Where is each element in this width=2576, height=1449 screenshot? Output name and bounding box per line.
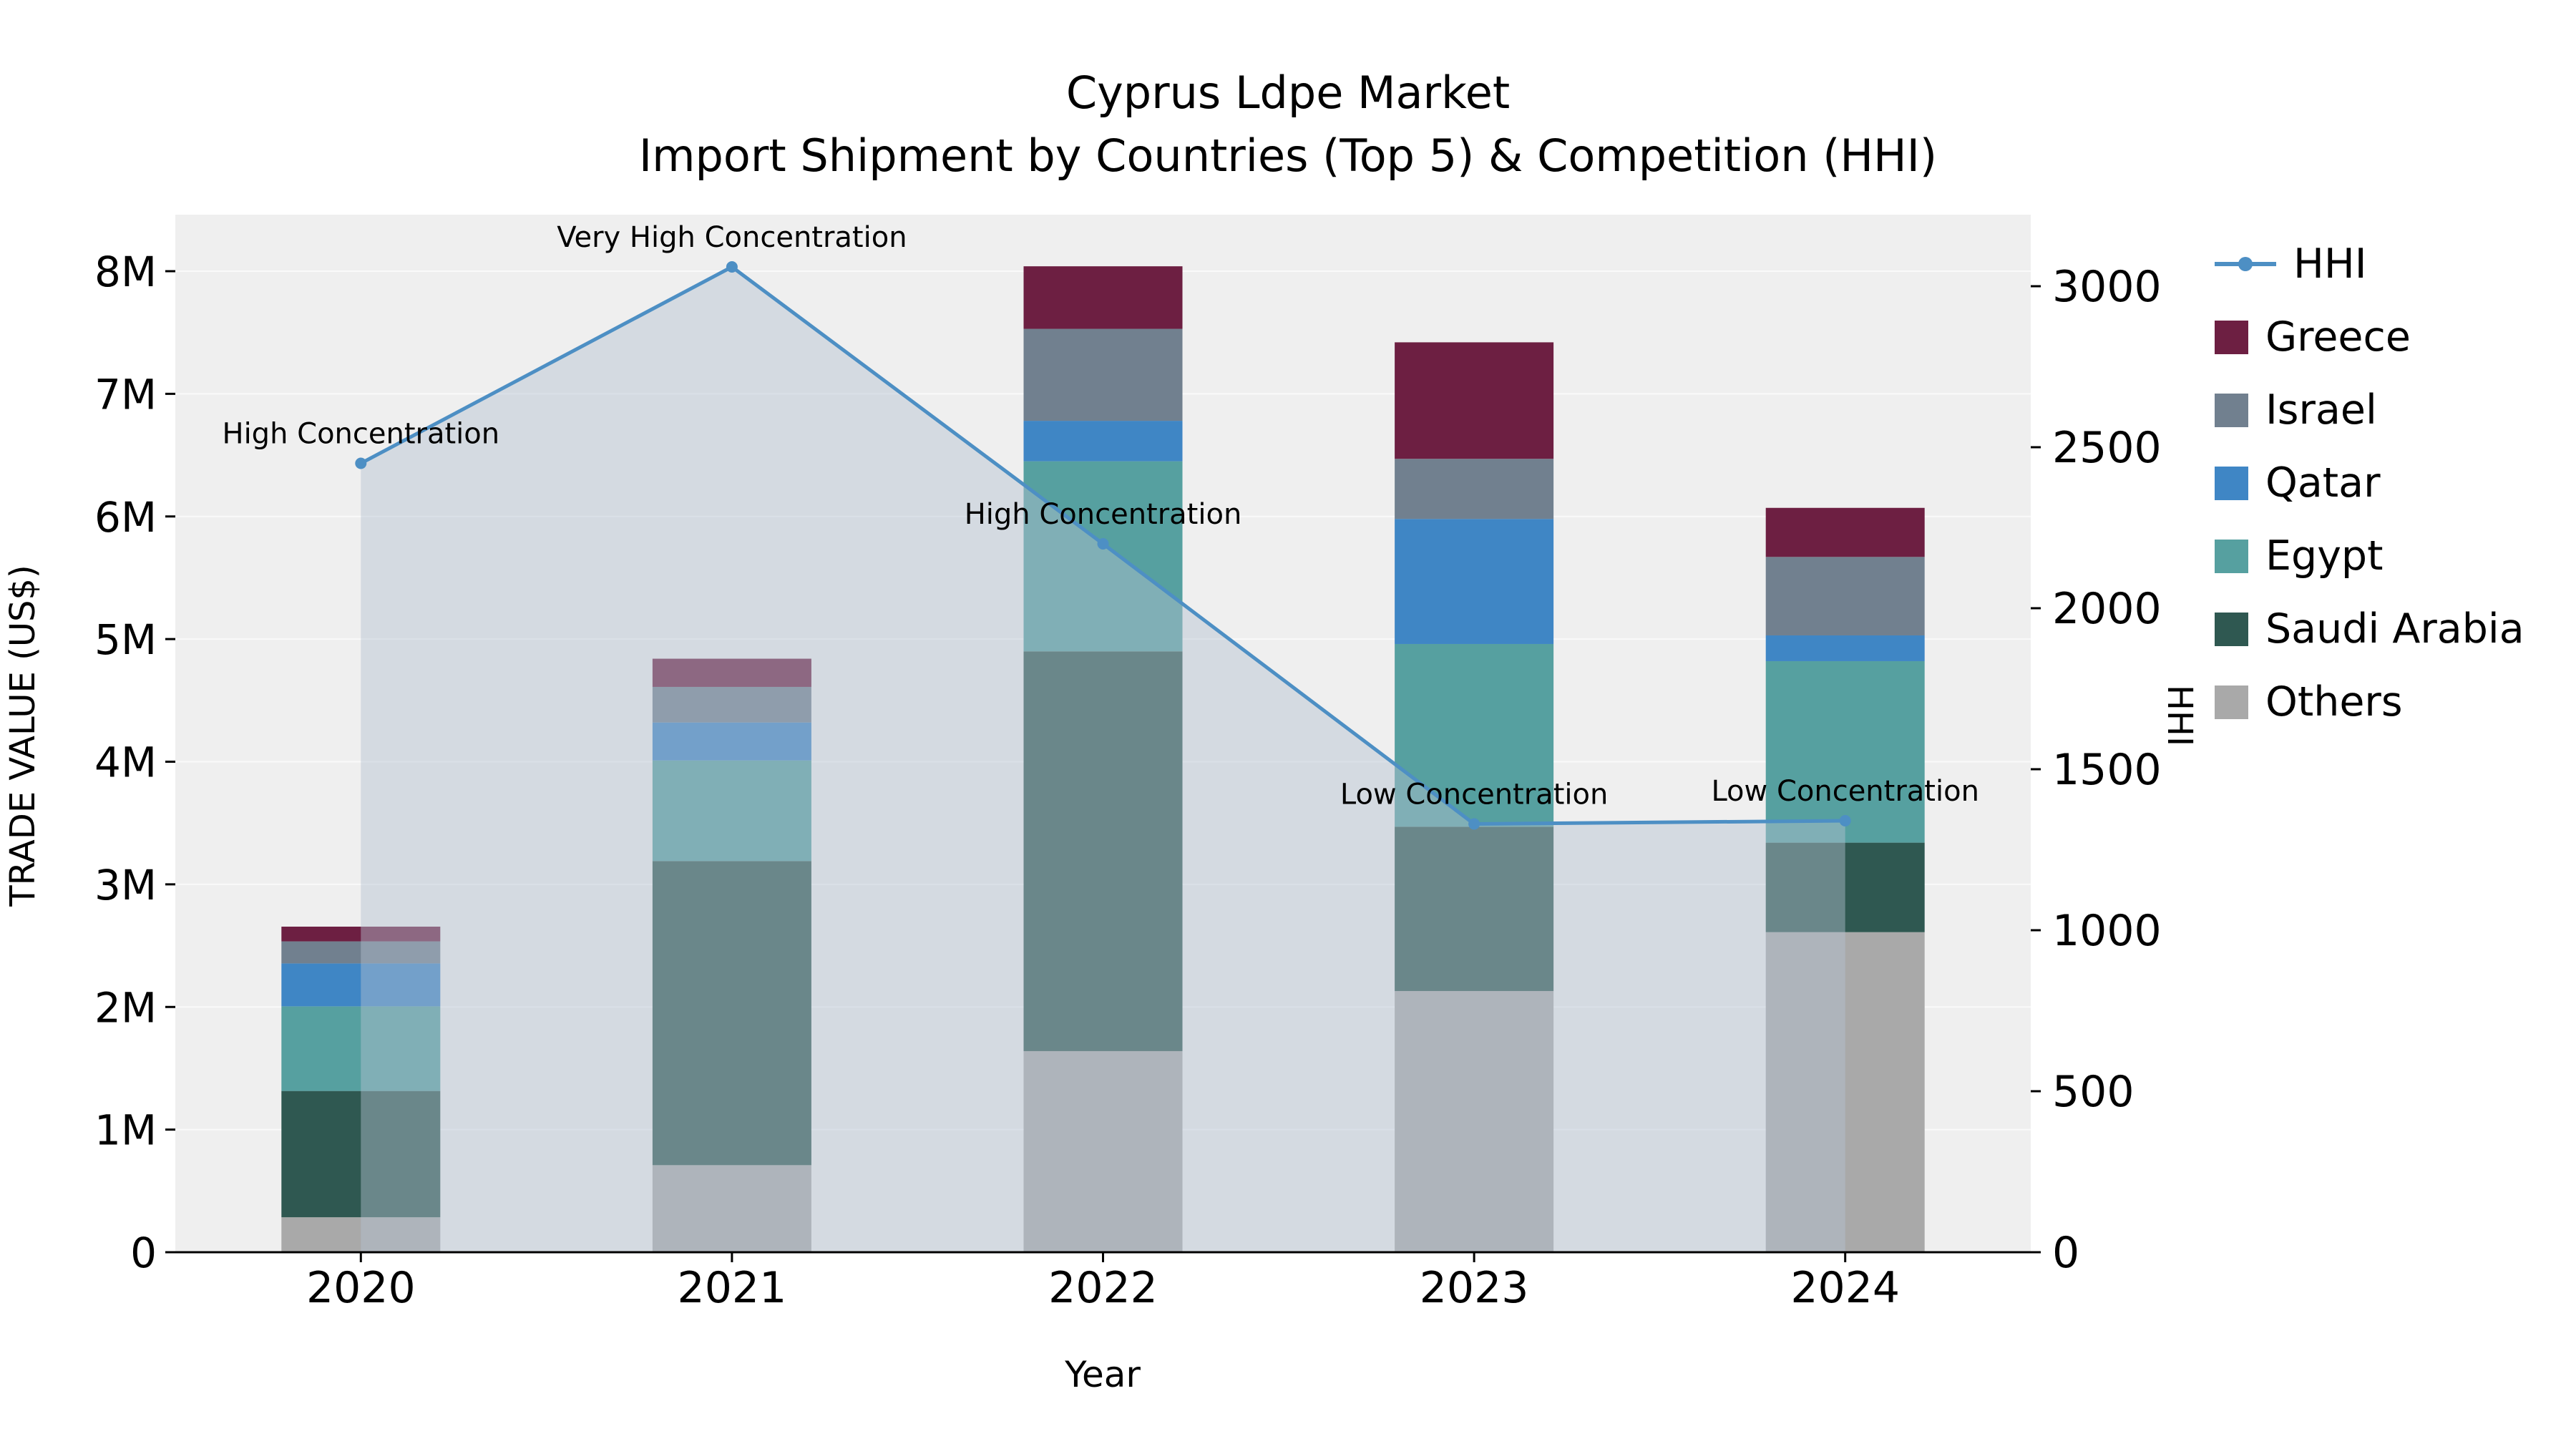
- y-left-tick-label: 3M: [94, 861, 157, 909]
- y-left-tick-label: 5M: [94, 615, 157, 664]
- legend-swatch-icon: [2215, 320, 2248, 354]
- y-right-tick-label: 0: [2052, 1228, 2079, 1278]
- legend-item-hhi: HHI: [2215, 240, 2524, 288]
- hhi-annotation-2023: Low Concentration: [1340, 779, 1608, 811]
- legend-item-label: Saudi Arabia: [2265, 605, 2524, 653]
- bar-segment-greece-2020: [281, 926, 441, 942]
- x-tick-label-2022: 2022: [1048, 1263, 1158, 1313]
- legend-item-qatar: Qatar: [2215, 459, 2524, 507]
- y-left-tick-label: 6M: [94, 493, 157, 542]
- legend-item-label: Israel: [2265, 386, 2377, 434]
- x-tick-label-2023: 2023: [1420, 1263, 1529, 1313]
- y-left-tick-label: 1M: [94, 1106, 157, 1155]
- hhi-annotation-2020: High Concentration: [222, 418, 499, 451]
- y-axis-title-right: HHI: [2160, 685, 2200, 746]
- legend-item-israel: Israel: [2215, 386, 2524, 434]
- y-left-tick-label: 0: [130, 1229, 157, 1277]
- y-left-tick-label: 8M: [94, 248, 157, 296]
- bar-segment-israel-2024: [1765, 557, 1925, 635]
- hhi-point-2020: [355, 457, 367, 469]
- bar-segment-egypt-2023: [1395, 643, 1554, 827]
- legend-line-icon: [2215, 257, 2276, 271]
- bar-segment-israel-2020: [281, 941, 441, 964]
- legend-item-egypt: Egypt: [2215, 532, 2524, 580]
- bar-segment-greece-2024: [1765, 507, 1925, 557]
- bar-segment-saudi-arabia-2022: [1023, 651, 1183, 1051]
- y-right-tick-label: 2000: [2052, 584, 2162, 634]
- chart-title: Cyprus Ldpe Market: [1065, 67, 1511, 119]
- bar-segment-others-2020: [281, 1217, 441, 1252]
- x-tick-label-2021: 2021: [678, 1263, 787, 1313]
- bar-segment-israel-2021: [652, 686, 811, 723]
- bar-segment-qatar-2023: [1395, 519, 1554, 644]
- legend-item-saudi-arabia: Saudi Arabia: [2215, 605, 2524, 653]
- y-left-tick-label: 4M: [94, 738, 157, 787]
- bar-segment-greece-2023: [1395, 342, 1554, 459]
- bar-segment-qatar-2020: [281, 963, 441, 1007]
- x-tick-label-2024: 2024: [1790, 1263, 1900, 1313]
- legend: HHI Greece Israel Qatar Egypt Saudi Arabia Oth…: [2215, 240, 2524, 726]
- y-right-tick-label: 1000: [2052, 906, 2162, 956]
- bar-segment-others-2022: [1023, 1050, 1183, 1252]
- legend-item-greece: Greece: [2215, 313, 2524, 361]
- y-right-tick-label: 500: [2052, 1067, 2135, 1117]
- bar-segment-qatar-2024: [1765, 635, 1925, 661]
- bar-segment-greece-2022: [1023, 266, 1183, 329]
- hhi-point-2022: [1097, 538, 1109, 550]
- legend-marker-dot-icon: [2238, 257, 2253, 271]
- legend-swatch-icon: [2215, 466, 2248, 500]
- bar-segment-israel-2023: [1395, 459, 1554, 519]
- legend-swatch-icon: [2215, 685, 2248, 719]
- bar-segment-others-2023: [1395, 990, 1554, 1252]
- bar-segment-greece-2021: [652, 658, 811, 687]
- y-right-tick-label: 3000: [2052, 262, 2162, 312]
- legend-item-label: Others: [2265, 678, 2403, 726]
- chart-subtitle: Import Shipment by Countries (Top 5) & C…: [638, 130, 1938, 182]
- hhi-area: [361, 267, 1845, 1252]
- y-left-tick-label: 2M: [94, 983, 157, 1032]
- bar-segment-israel-2022: [1023, 328, 1183, 421]
- bar-segment-qatar-2021: [652, 722, 811, 761]
- x-tick-label-2020: 2020: [306, 1263, 416, 1313]
- legend-item-label: HHI: [2293, 240, 2367, 288]
- bar-segment-saudi-arabia-2021: [652, 861, 811, 1166]
- bar-segment-others-2021: [652, 1165, 811, 1252]
- hhi-annotation-2024: Low Concentration: [1711, 775, 1979, 808]
- hhi-annotation-2022: High Concentration: [965, 498, 1242, 531]
- legend-swatch-icon: [2215, 539, 2248, 573]
- bar-segment-saudi-arabia-2020: [281, 1091, 441, 1218]
- legend-swatch-icon: [2215, 612, 2248, 646]
- legend-item-others: Others: [2215, 678, 2524, 726]
- bar-segment-qatar-2022: [1023, 421, 1183, 462]
- bar-segment-egypt-2021: [652, 760, 811, 862]
- y-right-tick-label: 1500: [2052, 745, 2162, 795]
- bar-segment-egypt-2022: [1023, 461, 1183, 652]
- x-axis-title: Year: [1064, 1354, 1141, 1395]
- bar-segment-saudi-arabia-2023: [1395, 826, 1554, 991]
- y-right-tick-label: 2500: [2052, 423, 2162, 473]
- legend-item-label: Greece: [2265, 313, 2411, 361]
- bar-segment-egypt-2024: [1765, 660, 1925, 843]
- bar-segment-egypt-2020: [281, 1006, 441, 1091]
- plot-generated: High Concentration Very High Concentratio…: [94, 215, 2162, 1313]
- hhi-annotation-2021: Very High Concentration: [557, 221, 907, 254]
- legend-item-label: Egypt: [2265, 532, 2384, 580]
- hhi-point-2021: [726, 261, 738, 273]
- legend-item-label: Qatar: [2265, 459, 2381, 507]
- hhi-point-2024: [1839, 815, 1851, 826]
- bar-segment-others-2024: [1765, 932, 1925, 1252]
- bar-segment-saudi-arabia-2024: [1765, 842, 1925, 932]
- y-left-tick-label: 7M: [94, 370, 157, 419]
- hhi-point-2023: [1468, 818, 1480, 830]
- y-axis-title-left: TRADE VALUE (US$): [3, 565, 43, 907]
- legend-swatch-icon: [2215, 393, 2248, 427]
